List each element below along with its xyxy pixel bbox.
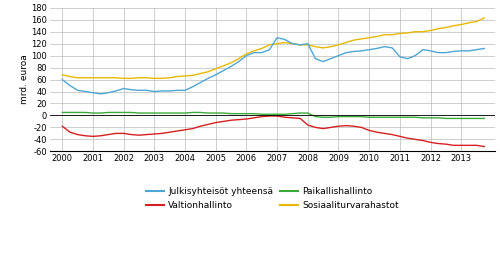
Legend: Julkisyhteisöt yhteensä, Valtionhallinto, Paikallishallinto, Sosiaaliturvarahast: Julkisyhteisöt yhteensä, Valtionhallinto… bbox=[146, 187, 398, 210]
Y-axis label: mrd. euroa: mrd. euroa bbox=[20, 55, 28, 105]
